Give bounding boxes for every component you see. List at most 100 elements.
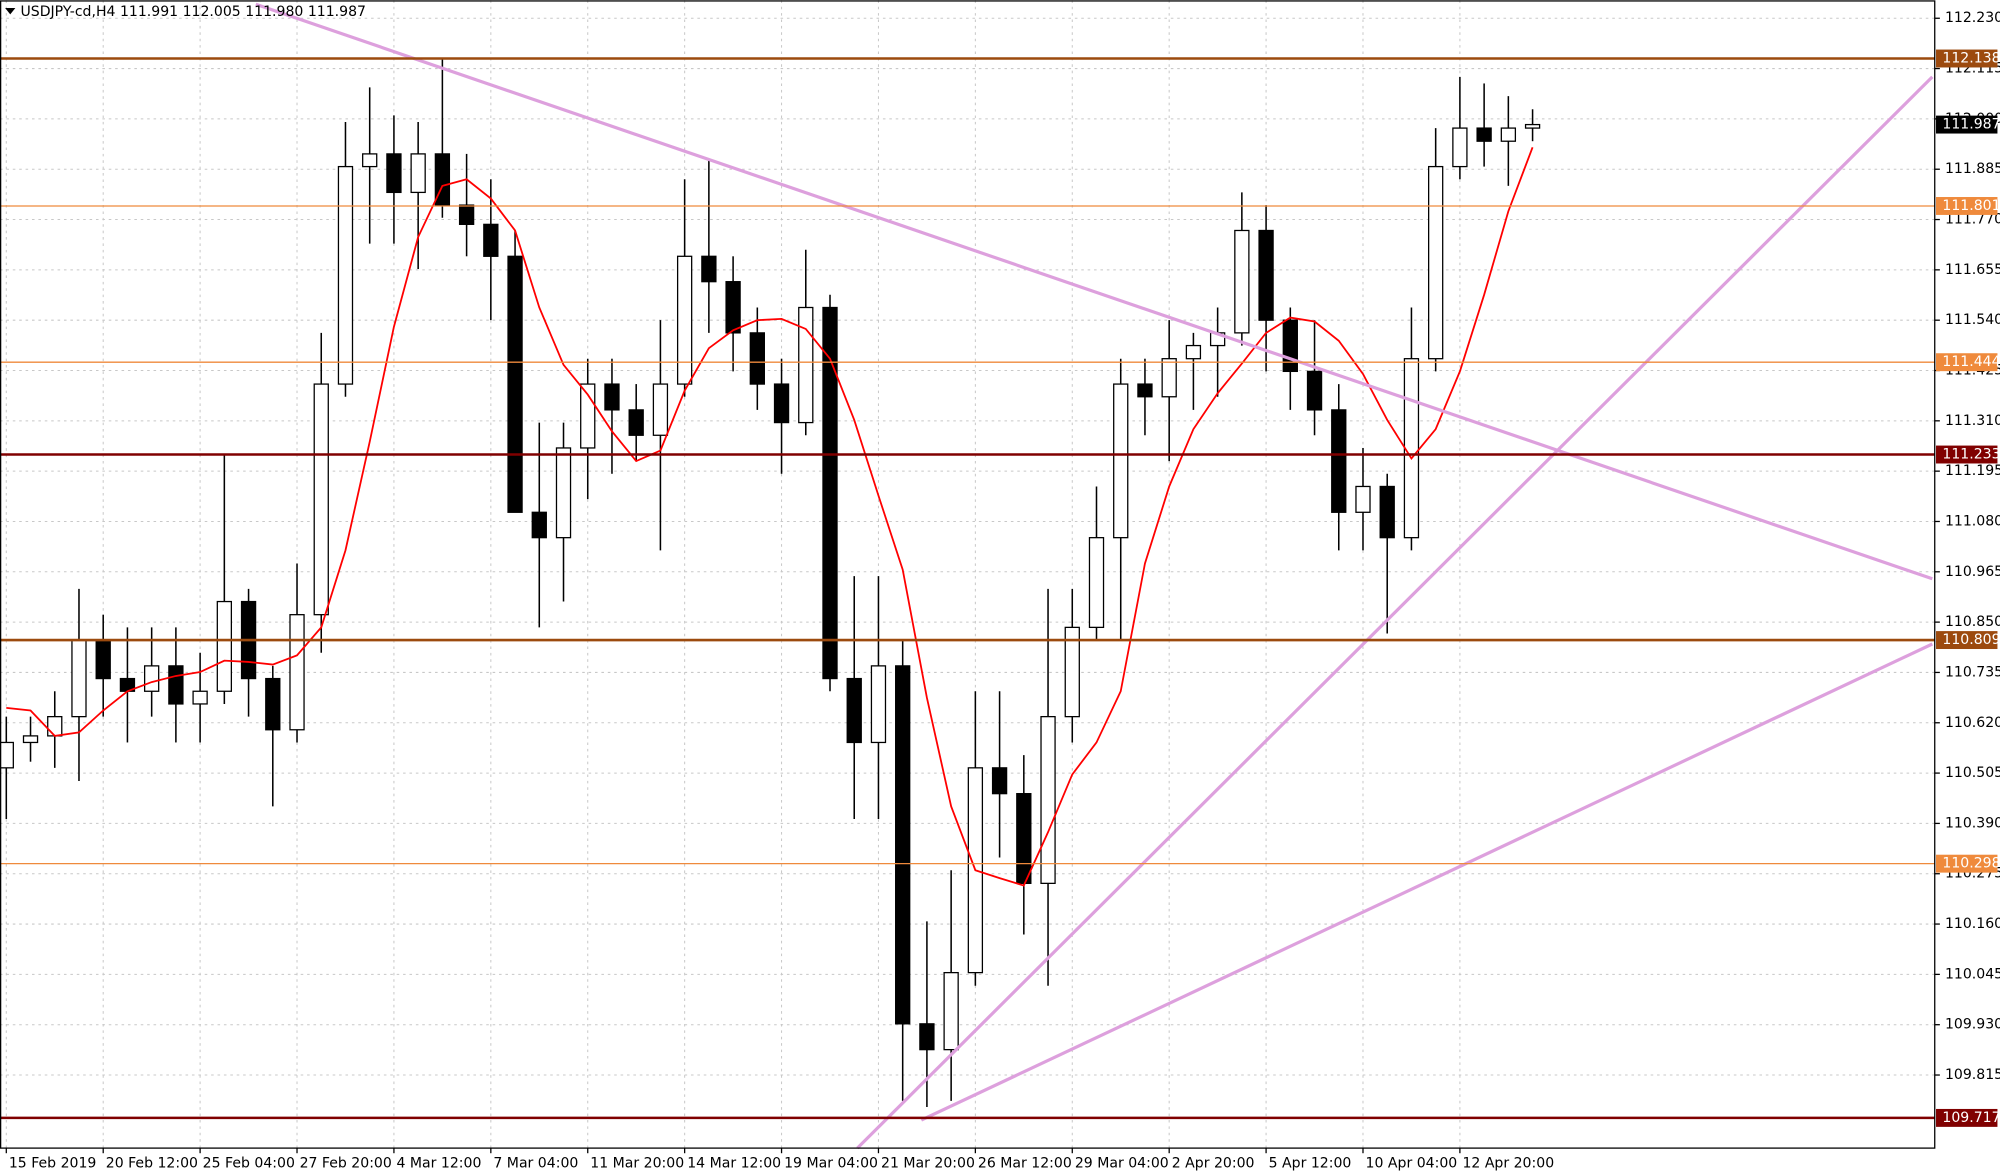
trend-line: [255, 2, 1933, 581]
candle-body: [1137, 383, 1153, 398]
candle-body: [1306, 370, 1323, 411]
candle-body: [531, 511, 547, 539]
level-price-box: [1936, 445, 1998, 464]
candle-body: [337, 165, 354, 385]
candle-body: [604, 383, 620, 411]
candle-body: [192, 690, 208, 705]
y-tick-label: 111.885: [1945, 161, 2000, 177]
level-price-box: [1936, 197, 1998, 215]
x-tick-label: 20 Feb 12:00: [106, 1155, 198, 1171]
y-tick-label: 112.230: [1945, 10, 2000, 26]
candle-body: [216, 600, 233, 692]
y-tick-label: 109.815: [1945, 1067, 2000, 1083]
candle-body: [1428, 165, 1444, 360]
y-tick-label: 110.160: [1945, 916, 2000, 932]
candle-body: [1331, 409, 1347, 513]
candle-body: [652, 383, 669, 436]
candle-body: [22, 735, 39, 744]
candle-body: [895, 665, 911, 1025]
x-tick-label: 10 Apr 04:00: [1366, 1155, 1458, 1171]
level-price-label: 111.444: [1942, 354, 2000, 370]
x-tick-label: 4 Mar 12:00: [396, 1155, 481, 1171]
x-tick-label: 15 Feb 2019: [9, 1155, 97, 1171]
chart-title: USDJPY-cd,H4 111.991 112.005 111.980 111…: [20, 4, 366, 20]
candle-body: [168, 665, 184, 705]
y-tick-label: 110.045: [1945, 966, 2000, 982]
candle-body: [1234, 229, 1250, 334]
candle-body: [1064, 626, 1080, 718]
last-price-label: 111.987: [1942, 117, 2000, 133]
level-price-box: [1936, 631, 1998, 650]
candle-body: [410, 153, 426, 194]
axes: 112.230112.115112.000111.885111.770111.6…: [5, 10, 2000, 1171]
candle-body: [555, 447, 572, 539]
candle-body: [919, 1023, 935, 1051]
trend-line: [856, 75, 1934, 1150]
x-tick-label: 26 Mar 12:00: [978, 1155, 1072, 1171]
level-price-label: 110.809: [1942, 632, 2000, 648]
candle-body: [265, 677, 281, 731]
candle-body: [991, 767, 1008, 795]
candle-body: [1282, 319, 1298, 373]
x-tick-label: 29 Mar 04:00: [1075, 1155, 1169, 1171]
candle-body: [725, 281, 741, 334]
candle-body: [289, 614, 305, 731]
y-tick-label: 110.620: [1945, 715, 2000, 731]
candle-body: [313, 383, 329, 616]
candle-body: [1258, 229, 1274, 321]
level-price-label: 111.233: [1942, 447, 2000, 463]
trend-line: [920, 642, 1933, 1122]
candle-body: [870, 665, 887, 744]
candle-body: [1524, 123, 1541, 129]
plot-border: [0, 0, 1936, 1149]
menu-arrow[interactable]: [5, 7, 16, 15]
x-tick-label: 2 Apr 20:00: [1172, 1155, 1255, 1171]
x-tick-label: 12 Apr 20:00: [1462, 1155, 1554, 1171]
candle-body: [1088, 537, 1105, 629]
candle-body: [676, 255, 693, 385]
x-tick-label: 11 Mar 20:00: [590, 1155, 684, 1171]
level-price-label: 112.138: [1942, 51, 2000, 67]
candle-body: [1452, 127, 1468, 168]
y-tick-label: 110.390: [1945, 815, 2000, 831]
x-tick-label: 7 Mar 04:00: [493, 1155, 578, 1171]
y-tick-label: 110.735: [1945, 664, 2000, 680]
candle-body: [1185, 344, 1202, 360]
x-tick-label: 5 Apr 12:00: [1269, 1155, 1352, 1171]
candle-body: [47, 715, 63, 737]
candle-body: [143, 665, 160, 692]
level-price-label: 110.298: [1942, 856, 2000, 872]
level-price-box: [1936, 49, 1998, 68]
candle-body: [71, 639, 87, 718]
candle-body: [458, 204, 475, 225]
level-price-label: 109.717: [1942, 1110, 2000, 1126]
y-tick-label: 111.310: [1945, 413, 2000, 429]
candle-body: [628, 409, 644, 436]
plot: [0, 2, 1935, 1150]
y-tick-label: 111.195: [1945, 463, 2000, 479]
y-tick-label: 110.850: [1945, 614, 2000, 630]
y-tick-label: 110.965: [1945, 564, 2000, 580]
y-tick-label: 111.770: [1945, 212, 2000, 228]
candle-body: [95, 639, 111, 680]
x-tick-label: 21 Mar 20:00: [881, 1155, 975, 1171]
candle-body: [362, 153, 378, 168]
candle-body: [1016, 793, 1032, 884]
x-tick-label: 25 Feb 04:00: [203, 1155, 295, 1171]
x-tick-label: 27 Feb 20:00: [300, 1155, 392, 1171]
candle-body: [1379, 485, 1395, 539]
candle-body: [773, 383, 790, 424]
candle-body: [1113, 383, 1129, 539]
candle-body: [1500, 127, 1517, 142]
y-tick-label: 110.505: [1945, 765, 2000, 781]
candle-body: [483, 223, 499, 257]
last-price-box: [1936, 115, 1998, 134]
level-price-box: [1936, 353, 1998, 372]
y-tick-label: 109.930: [1945, 1017, 2000, 1033]
x-tick-label: 14 Mar 12:00: [687, 1155, 781, 1171]
candle-body: [0, 741, 14, 769]
y-tick-label: 111.080: [1945, 513, 2000, 529]
